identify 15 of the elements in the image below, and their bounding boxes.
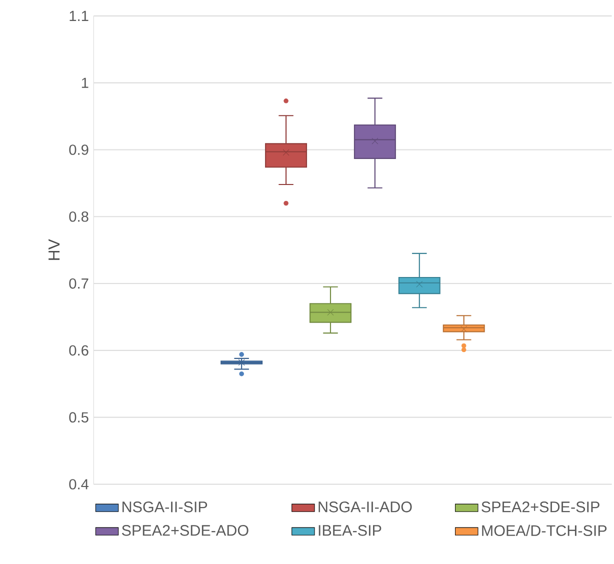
- y-tick-label: 0.8: [69, 212, 88, 222]
- legend-label: SPEA2+SDE-ADO: [122, 525, 248, 536]
- y-tick-label: 1.1: [70, 10, 88, 21]
- legend-label: NSGA-II-ADO: [318, 502, 412, 512]
- y-tick-label: 0.4: [69, 479, 89, 490]
- y-tick-label: 0.6: [69, 345, 88, 356]
- legend-label: NSGA-II-SIP: [122, 502, 208, 512]
- legend-label: SPEA2+SDE-SIP: [482, 502, 600, 512]
- y-tick-label: 0.9: [69, 144, 88, 155]
- y-axis-title: HV: [48, 239, 60, 260]
- legend-label: IBEA-SIP: [318, 525, 382, 536]
- y-tick-label: 0.5: [69, 412, 88, 423]
- y-tick-label: 1: [82, 78, 88, 88]
- y-tick-label: 0.7: [69, 278, 88, 289]
- legend-label: MOEA/D-TCH-SIP: [482, 524, 607, 536]
